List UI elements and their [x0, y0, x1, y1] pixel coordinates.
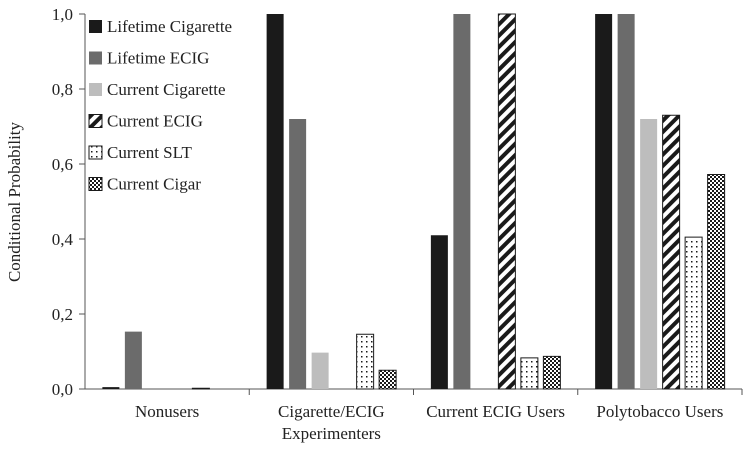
legend-swatch — [89, 51, 102, 65]
y-tick-label: 0,2 — [52, 305, 73, 324]
bar-lifetime-cigarette — [430, 235, 448, 389]
legend-label: Current Cigar — [107, 175, 201, 194]
bar-lifetime-cigarette — [102, 387, 120, 389]
legend-swatch — [88, 145, 103, 160]
bar-current-ecig — [497, 13, 516, 390]
category-label: Nonusers — [135, 402, 199, 421]
bar-current-cigar — [707, 174, 726, 390]
bar-lifetime-ecig — [617, 14, 635, 389]
legend-label: Current ECIG — [107, 112, 203, 131]
category-label: Polytobacco Users — [596, 402, 723, 421]
legend-label: Lifetime Cigarette — [107, 17, 232, 36]
bar-lifetime-cigarette — [595, 14, 613, 389]
bar-current-slt — [520, 357, 539, 390]
legend: Lifetime Cigarette Lifetime ECIG Current C… — [88, 17, 232, 194]
legend-swatch — [89, 20, 102, 33]
legend-label: Lifetime ECIG — [107, 49, 209, 68]
y-axis-title-group: Conditional Probability — [5, 121, 24, 282]
bar-lifetime-ecig — [289, 119, 307, 389]
bar-current-slt — [684, 236, 703, 390]
y-tick-label: 0,8 — [52, 80, 73, 99]
bar-current-cigarette — [311, 352, 329, 389]
bar-current-cigar — [378, 369, 397, 390]
legend-swatch — [89, 83, 102, 96]
bar-current-cigarette — [640, 119, 658, 389]
bar-lifetime-ecig — [453, 14, 471, 389]
category-label: Cigarette/ECIG — [278, 402, 385, 421]
legend-label: Current SLT — [107, 143, 192, 162]
y-axis-title: Conditional Probability — [5, 121, 24, 282]
category-label: Current ECIG Users — [426, 402, 565, 421]
category-label: Experimenters — [282, 424, 381, 443]
bars — [102, 13, 726, 390]
y-tick-label: 0,4 — [52, 230, 74, 249]
y-tick-label: 0,0 — [52, 380, 73, 399]
bar-current-slt — [191, 387, 210, 390]
category-labels: Nonusers Cigarette/ECIG Experimenters Curre… — [135, 402, 723, 443]
legend-swatch — [88, 177, 103, 191]
bar-current-cigar — [542, 355, 561, 390]
bar-current-ecig — [662, 114, 681, 390]
legend-swatch — [88, 114, 103, 128]
y-tick-label: 0,6 — [52, 155, 73, 174]
bar-lifetime-ecig — [124, 331, 142, 389]
bar-current-slt — [356, 333, 375, 390]
bar-lifetime-cigarette — [266, 14, 284, 389]
y-tick-label: 1,0 — [52, 5, 73, 24]
legend-label: Current Cigarette — [107, 80, 226, 99]
